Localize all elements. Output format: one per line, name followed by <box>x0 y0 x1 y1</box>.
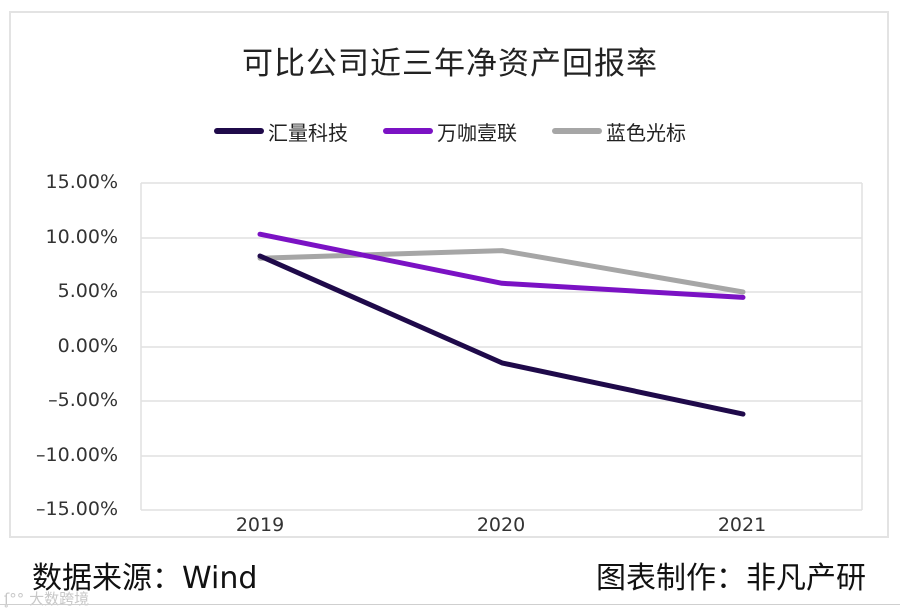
x-tick-label: 2021 <box>717 514 767 536</box>
legend-swatch-icon <box>383 128 433 134</box>
y-tick-label: 15.00% <box>45 171 118 193</box>
x-tick-label: 2020 <box>476 514 526 536</box>
y-tick-label: –10.00% <box>36 444 118 466</box>
y-tick-label: 10.00% <box>45 226 118 248</box>
y-tick-label: 5.00% <box>57 280 118 302</box>
x-tick-label: 2019 <box>235 514 285 536</box>
series-line-0 <box>257 253 746 417</box>
watermark-text: 大数跨境 <box>29 590 90 608</box>
y-tick-label: –15.00% <box>36 498 118 520</box>
chart-title: 可比公司近三年净资产回报率 <box>242 46 658 82</box>
legend-label: 蓝色光标 <box>606 120 686 145</box>
legend-item-wanka: 万咖壹联 <box>383 118 517 145</box>
legend-swatch-icon <box>552 128 602 134</box>
chart-legend: 汇量科技 万咖壹联 蓝色光标 <box>0 118 900 145</box>
legend-swatch-icon <box>214 128 264 134</box>
data-source-note: 数据来源：Wind <box>32 561 258 596</box>
watermark-logo-icon: ſ̥°° <box>4 590 25 608</box>
y-tick-label: 0.00% <box>57 335 118 357</box>
legend-item-bluefocus: 蓝色光标 <box>552 118 686 145</box>
series-line-1 <box>257 231 746 300</box>
watermark: ſ̥°° 大数跨境 <box>4 588 89 609</box>
legend-label: 万咖壹联 <box>437 120 517 145</box>
series-line-2 <box>257 248 746 295</box>
gridlines <box>140 182 863 511</box>
legend-label: 汇量科技 <box>268 120 348 145</box>
legend-item-huiliang: 汇量科技 <box>214 118 348 145</box>
chart-credit: 图表制作：非凡产研 <box>596 561 866 596</box>
bottom-divider <box>0 604 900 605</box>
y-tick-label: –5.00% <box>48 389 118 411</box>
